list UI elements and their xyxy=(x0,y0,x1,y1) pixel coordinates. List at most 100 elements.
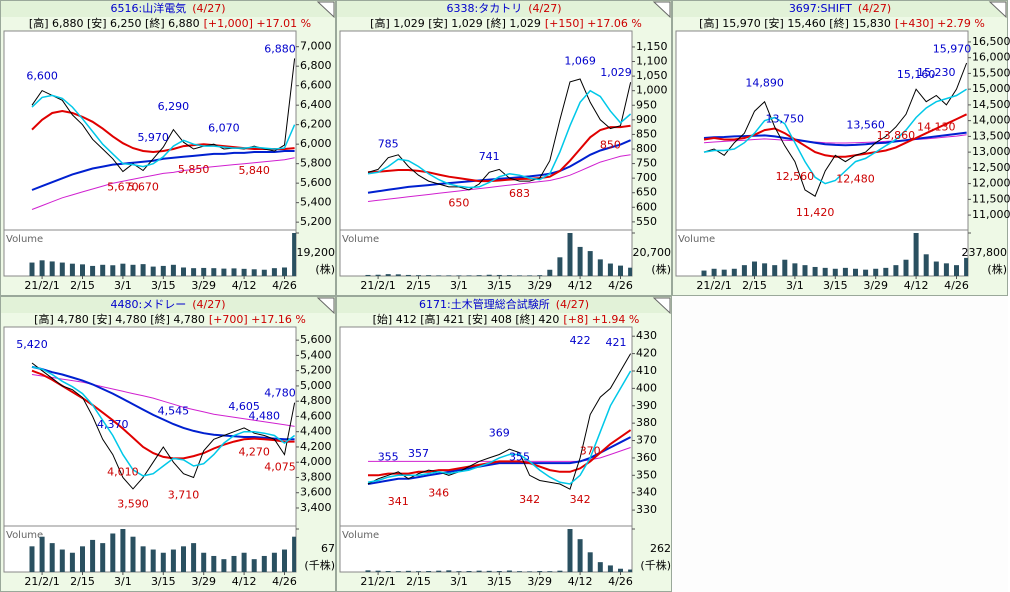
volume-bar xyxy=(251,559,257,572)
volume-unit: (千株) xyxy=(304,558,335,572)
price-annotation: 6,880 xyxy=(264,42,296,55)
volume-bar xyxy=(39,536,45,572)
volume-bar xyxy=(822,267,828,276)
quote-header: [始] 412 [高] 421 [安] 408 [終] 420 [+8] +1.9… xyxy=(373,312,640,326)
volume-tick-label: 19,200 xyxy=(297,246,336,259)
y-tick-label: 550 xyxy=(636,215,657,228)
y-tick-label: 5,200 xyxy=(300,364,332,377)
y-tick-label: 600 xyxy=(636,200,657,213)
chart-panel: 6516:山洋電気 (4/27)[高] 6,880 [安] 6,250 [終] 6… xyxy=(0,0,336,296)
price-line xyxy=(703,88,967,185)
title-text: 3697:SHIFT xyxy=(789,2,852,15)
volume-bar xyxy=(375,570,381,572)
volume-bar xyxy=(446,275,452,276)
volume-bar xyxy=(873,268,879,276)
y-tick-label: 5,200 xyxy=(300,215,332,228)
y-tick-label: 6,800 xyxy=(300,59,332,72)
volume-bar xyxy=(241,552,247,572)
volume-bar xyxy=(903,259,909,276)
x-tick-label: 3/15 xyxy=(487,279,512,292)
volume-tick-label: 237,800 xyxy=(962,246,1008,259)
price-line xyxy=(31,365,295,441)
volume-bar xyxy=(446,570,452,572)
y-tick-label: 16,500 xyxy=(972,35,1010,48)
volume-bar xyxy=(120,529,126,572)
price-annotation: 14,890 xyxy=(745,77,784,90)
price-annotation: 421 xyxy=(606,336,627,349)
y-tick-label: 4,200 xyxy=(300,440,332,453)
y-tick-label: 3,400 xyxy=(300,501,332,514)
volume-bar xyxy=(476,570,482,572)
y-tick-label: 5,800 xyxy=(300,157,332,170)
x-tick-label: 3/1 xyxy=(450,279,468,292)
volume-bar xyxy=(292,233,296,276)
volume-bar xyxy=(577,539,583,572)
volume-tick-label: 67 xyxy=(321,542,335,555)
volume-unit: (千株) xyxy=(640,558,671,572)
volume-bar xyxy=(607,565,613,572)
volume-bar xyxy=(59,549,65,572)
volume-bar xyxy=(426,571,432,572)
price-annotation: 6,070 xyxy=(208,121,240,134)
volume-bar xyxy=(395,274,401,276)
price-annotation: 341 xyxy=(388,495,409,508)
volume-bar xyxy=(170,264,176,276)
y-tick-label: 950 xyxy=(636,98,657,111)
volume-bar xyxy=(964,257,968,276)
volume-bar xyxy=(130,264,136,276)
chart-panel: 3697:SHIFT (4/27)[高] 15,970 [安] 15,460 [終… xyxy=(672,0,1010,296)
x-tick-label: 3/15 xyxy=(151,575,176,588)
volume-bar xyxy=(456,571,462,572)
quote-prices: [高] 15,970 [安] 15,460 [終] 15,830 xyxy=(699,16,891,30)
price-line xyxy=(31,374,295,427)
y-tick-label: 420 xyxy=(636,347,657,360)
volume-bar xyxy=(853,268,858,276)
y-tick-label: 3,800 xyxy=(300,470,332,483)
title-text: 4480:メドレー xyxy=(111,298,187,311)
price-annotation: 369 xyxy=(489,426,510,439)
y-tick-label: 750 xyxy=(636,157,657,170)
quote-change: [+8] +1.94 % xyxy=(563,313,639,326)
volume-bar xyxy=(100,543,106,572)
price-annotation: 342 xyxy=(519,493,540,506)
price-annotation: 5,850 xyxy=(178,163,210,176)
volume-bar xyxy=(954,265,959,276)
chart-panel: 4480:メドレー (4/27)[高] 4,780 [安] 4,780 [終] 4… xyxy=(0,296,336,592)
price-annotation: 4,075 xyxy=(264,460,296,473)
volume-bar xyxy=(527,275,533,276)
volume-bar xyxy=(140,546,146,572)
volume-bar xyxy=(69,263,75,276)
volume-bar xyxy=(150,266,156,276)
y-tick-label: 360 xyxy=(636,451,657,464)
chart-title: 6516:山洋電気 (4/27) xyxy=(111,1,226,15)
price-line xyxy=(31,150,295,191)
volume-bar xyxy=(506,570,512,572)
x-tick-label: 4/26 xyxy=(608,575,633,588)
volume-bar xyxy=(90,539,96,572)
y-tick-label: 350 xyxy=(636,468,657,481)
volume-title: Volume xyxy=(678,234,715,245)
volume-title: Volume xyxy=(342,234,379,245)
price-line xyxy=(367,154,631,202)
price-line xyxy=(367,89,632,189)
volume-bar xyxy=(812,266,818,276)
x-tick-label: 4/12 xyxy=(568,575,593,588)
x-tick-label: 3/29 xyxy=(191,279,216,292)
price-line xyxy=(31,369,295,460)
price-annotation: 4,780 xyxy=(264,387,296,400)
price-line xyxy=(367,139,631,194)
volume-bar xyxy=(211,268,217,276)
y-tick-label: 16,000 xyxy=(972,51,1010,64)
x-tick-label: 4/12 xyxy=(904,279,929,292)
price-annotation: 4,370 xyxy=(97,418,129,431)
x-tick-label: 4/12 xyxy=(232,279,257,292)
volume-title: Volume xyxy=(6,530,43,541)
x-tick-label: 4/26 xyxy=(272,575,297,588)
volume-bar xyxy=(741,265,747,276)
volume-bar xyxy=(802,265,808,276)
volume-bar xyxy=(110,265,116,276)
volume-bar xyxy=(893,265,899,276)
price-annotation: 5,670 xyxy=(107,180,139,193)
volume-bar xyxy=(251,269,257,276)
price-line xyxy=(367,124,631,183)
